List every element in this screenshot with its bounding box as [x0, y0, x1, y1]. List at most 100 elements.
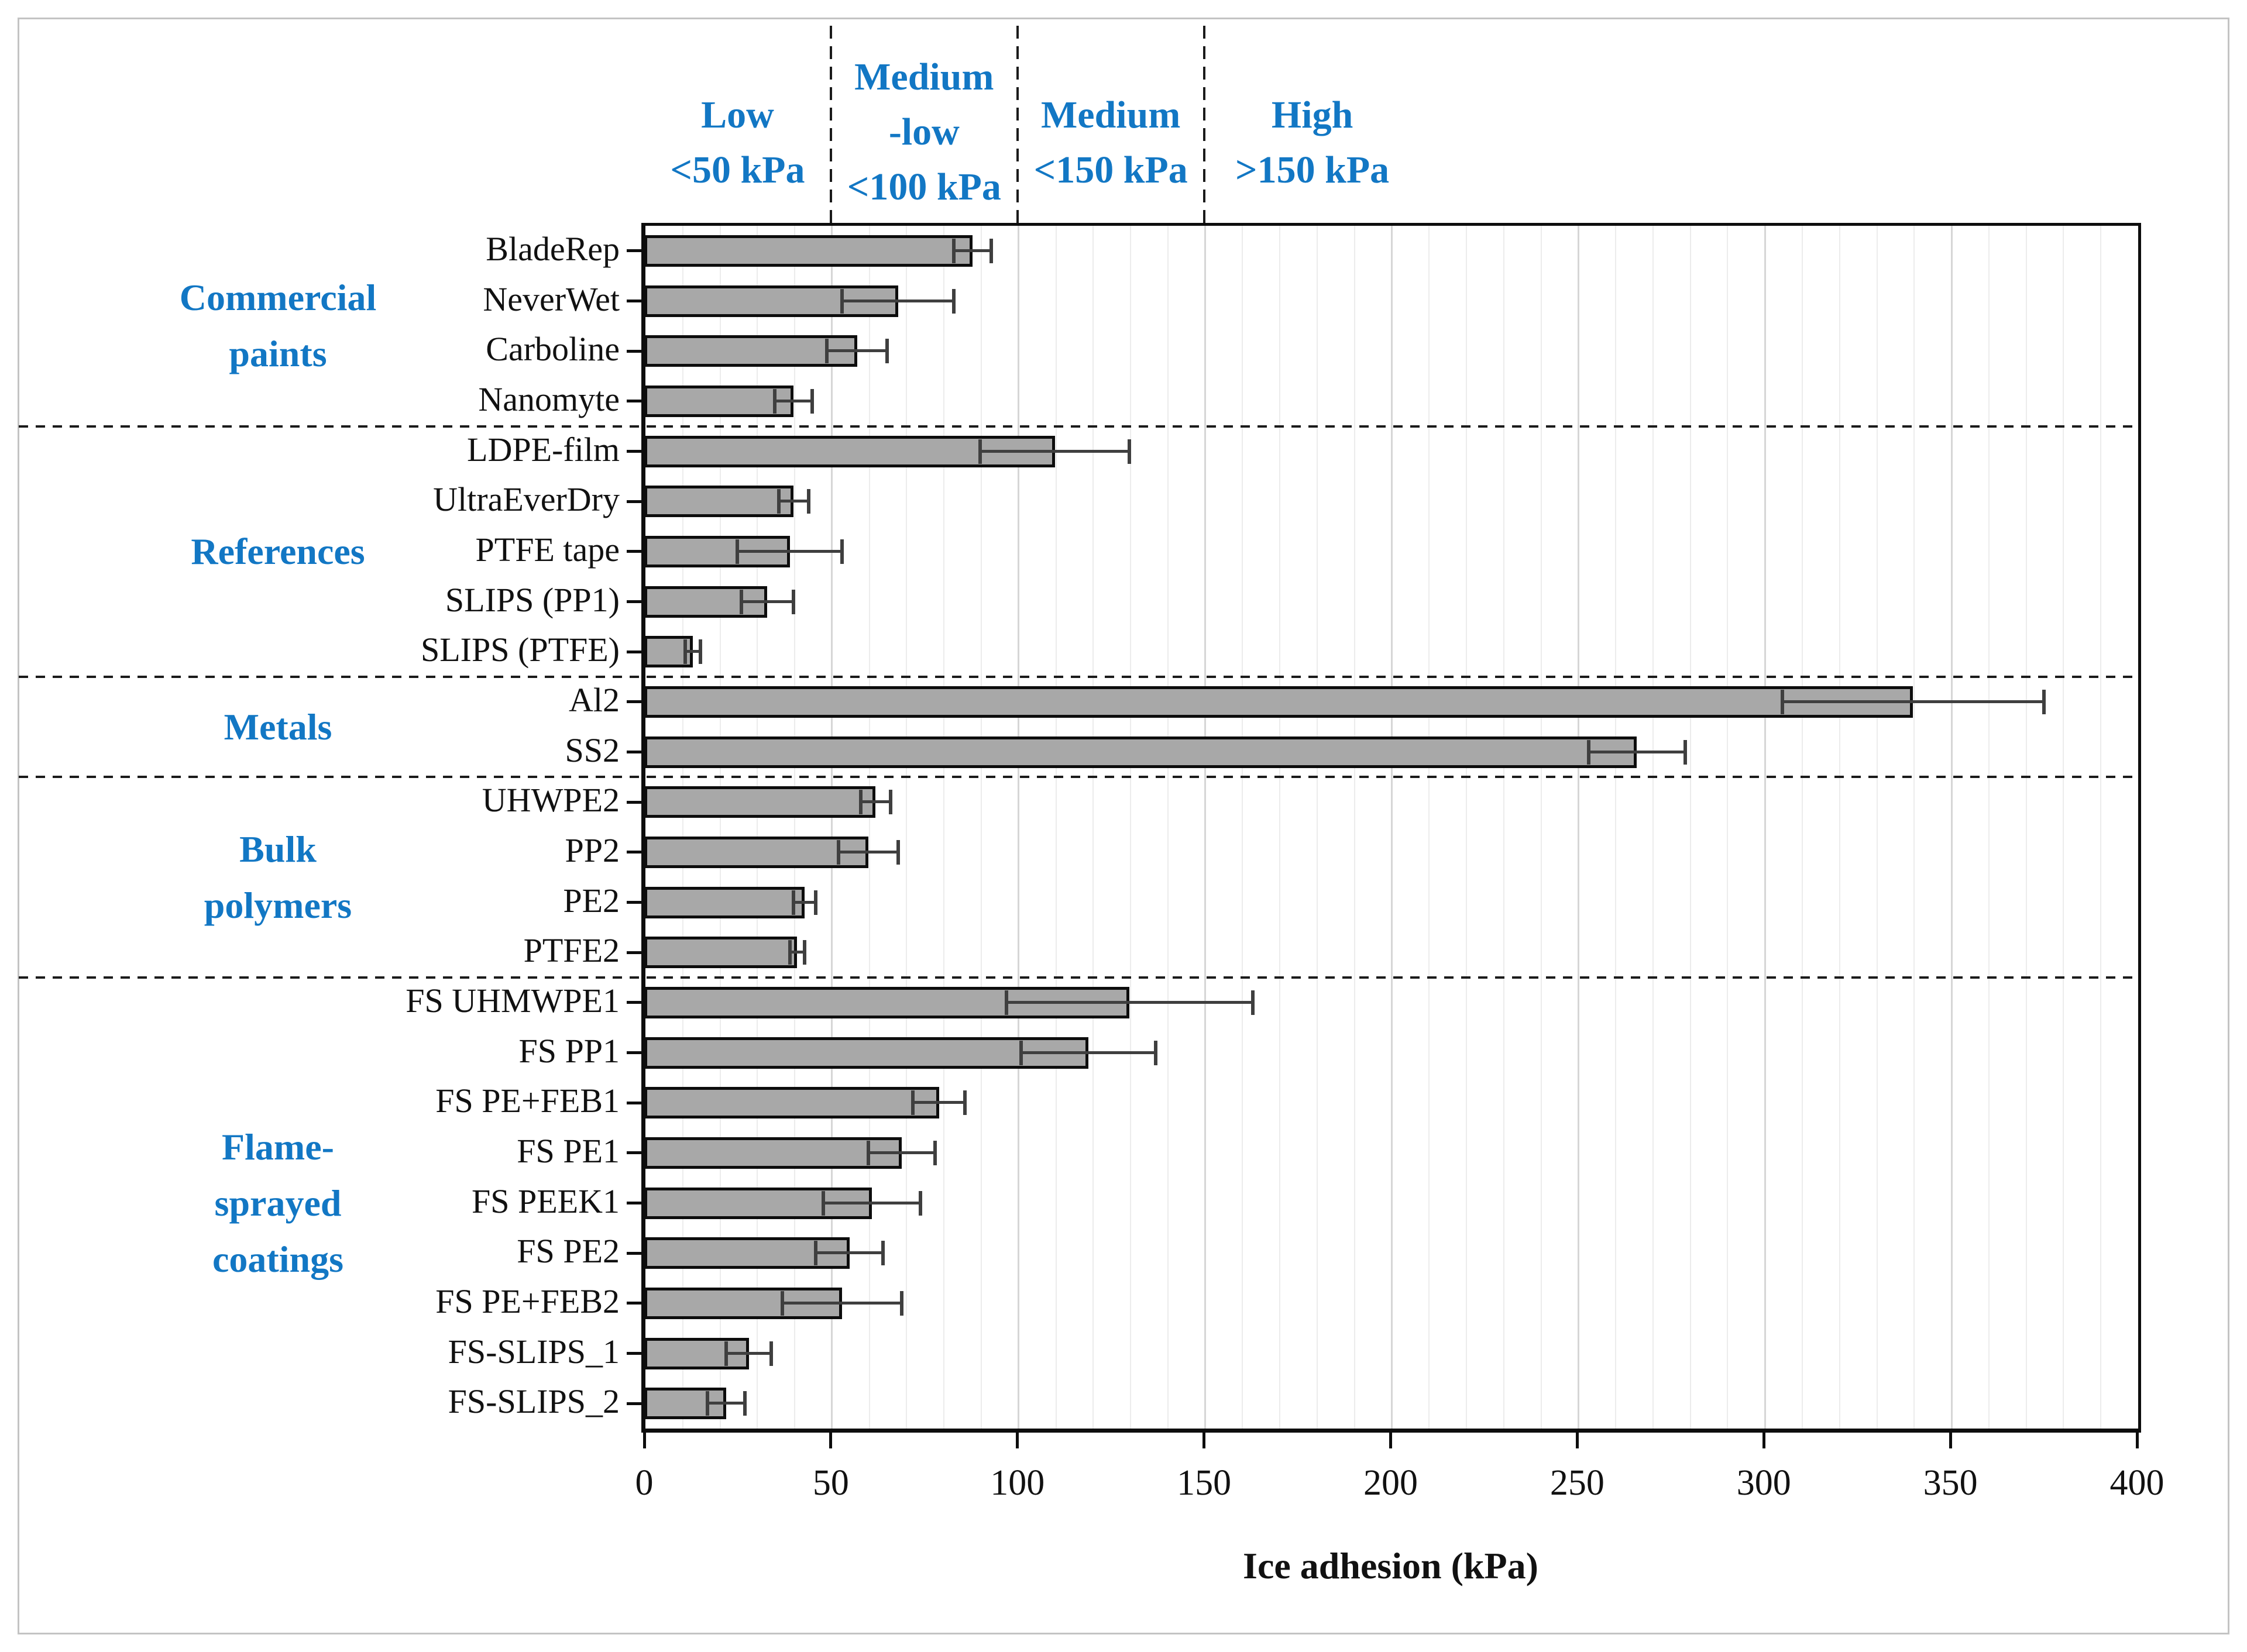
- gridline-minor-340: [1913, 226, 1915, 1429]
- error-cap-minus-pp2: [836, 839, 840, 865]
- x-axis-tick-200: [1389, 1429, 1392, 1448]
- x-axis-ticklabel-0: 0: [635, 1463, 654, 1503]
- category-label-flame-sprayed-coatings: Flame-sprayed coatings: [212, 1126, 343, 1280]
- error-cap-plus-al2: [2042, 689, 2046, 714]
- error-bar-bladerep: [954, 249, 992, 252]
- y-axis-tick-carboline: [627, 349, 642, 353]
- error-cap-plus-fs-pe1: [933, 1140, 937, 1165]
- gridline-minor-240: [1540, 226, 1542, 1429]
- gridline-minor-230: [1503, 226, 1504, 1429]
- y-axis-tick-ptfe-tape: [627, 550, 642, 553]
- gridline-minor-220: [1466, 226, 1468, 1429]
- y-axis-tick-fs-slips-1: [627, 1352, 642, 1355]
- error-cap-minus-carboline: [825, 339, 829, 364]
- error-cap-minus-nanomyte: [773, 388, 777, 414]
- gridline-minor-40: [794, 226, 796, 1429]
- bar-pe2: [644, 886, 805, 918]
- error-cap-minus-fs-peek1: [822, 1190, 826, 1216]
- error-bar-fs-slips-1: [726, 1351, 771, 1355]
- group-divider-after-references: [19, 676, 2137, 678]
- error-bar-ptfe2: [789, 951, 805, 954]
- y-axis-tick-ptfe2: [627, 951, 642, 954]
- x-axis-ticklabel-300: 300: [1736, 1463, 1791, 1503]
- error-bar-neverwet: [842, 299, 954, 302]
- x-axis-ticklabel-350: 350: [1923, 1463, 1978, 1503]
- bar-fs-pe-feb2: [644, 1287, 842, 1319]
- bar-pp2: [644, 836, 868, 868]
- x-axis-ticklabel-50: 50: [812, 1463, 849, 1503]
- y-axis-tick-fs-pe-feb1: [627, 1101, 642, 1104]
- x-axis-tick-0: [643, 1429, 646, 1448]
- plot-area: [641, 223, 2141, 1433]
- error-bar-fs-pe-feb2: [782, 1301, 902, 1305]
- y-axis-tick-ultraeverdry: [627, 500, 642, 503]
- error-cap-minus-fs-slips-2: [706, 1391, 710, 1416]
- error-cap-plus-ultraeverdry: [806, 489, 810, 514]
- x-axis-ticklabel-100: 100: [990, 1463, 1045, 1503]
- error-bar-ptfe-tape: [737, 549, 842, 553]
- gridline-minor-20: [719, 226, 721, 1429]
- row-label-pe2: PE2: [563, 881, 620, 920]
- gridline-minor-330: [1876, 226, 1878, 1429]
- error-cap-minus-ldpe-film: [978, 439, 982, 464]
- error-cap-minus-slips-pp1: [739, 589, 743, 614]
- gridline-major-100: [1018, 226, 1020, 1429]
- error-cap-minus-al2: [1781, 689, 1785, 714]
- y-axis-tick-neverwet: [627, 300, 642, 302]
- error-bar-fs-peek1: [823, 1201, 920, 1204]
- error-cap-plus-fs-slips-2: [743, 1391, 747, 1416]
- y-axis-tick-ldpe-film: [627, 450, 642, 453]
- error-cap-plus-fs-pe-feb2: [900, 1290, 904, 1316]
- error-bar-ultraeverdry: [778, 500, 809, 503]
- bar-fs-pe-feb1: [644, 1087, 939, 1119]
- row-label-fs-pe2: FS PE2: [517, 1232, 620, 1271]
- row-label-fs-pe-feb2: FS PE+FEB2: [435, 1282, 620, 1320]
- error-cap-plus-slips-pp1: [792, 589, 796, 614]
- error-cap-plus-ptfe2: [803, 940, 807, 965]
- error-cap-plus-ss2: [1683, 739, 1688, 765]
- row-label-ldpe-film: LDPE-film: [467, 430, 620, 469]
- error-cap-plus-pp2: [896, 839, 900, 865]
- gridline-major-200: [1391, 226, 1393, 1429]
- gridline-major-350: [1950, 226, 1953, 1429]
- row-label-fs-pe1: FS PE1: [517, 1131, 620, 1170]
- bar-nanomyte: [644, 385, 794, 417]
- bar-al2: [644, 686, 1913, 718]
- bar-fs-pe1: [644, 1137, 902, 1169]
- x-axis-tick-50: [829, 1429, 833, 1448]
- error-cap-plus-neverwet: [952, 288, 956, 314]
- error-bar-fs-slips-2: [707, 1402, 745, 1405]
- y-axis-tick-nanomyte: [627, 400, 642, 403]
- error-cap-minus-slips-ptfe: [683, 639, 688, 665]
- row-label-al2: Al2: [569, 680, 620, 719]
- row-label-fs-pe-feb1: FS PE+FEB1: [435, 1082, 620, 1120]
- y-axis-tick-fs-pe-feb2: [627, 1302, 642, 1305]
- y-axis-tick-bladerep: [627, 249, 642, 253]
- row-label-slips-ptfe: SLIPS (PTFE): [420, 631, 620, 669]
- row-label-fs-peek1: FS PEEK1: [471, 1182, 620, 1220]
- gridline-major-150: [1204, 226, 1207, 1429]
- error-bar-ldpe-film: [980, 449, 1130, 453]
- bar-carboline: [644, 335, 857, 367]
- y-axis-tick-fs-uhmwpe1: [627, 1001, 642, 1004]
- gridline-minor-120: [1092, 226, 1094, 1429]
- y-axis-tick-slips-ptfe: [627, 650, 642, 653]
- bar-ss2: [644, 736, 1637, 768]
- error-cap-plus-fs-pp1: [1153, 1040, 1157, 1065]
- y-axis-tick-fs-pe1: [627, 1151, 642, 1155]
- error-cap-minus-fs-slips-1: [724, 1341, 729, 1366]
- y-axis-tick-pp2: [627, 851, 642, 854]
- y-axis-tick-al2: [627, 700, 642, 704]
- gridline-minor-90: [980, 226, 982, 1429]
- category-label-references: References: [191, 530, 365, 572]
- gridline-minor-70: [906, 226, 908, 1429]
- error-bar-slips-pp1: [741, 600, 794, 603]
- y-axis-tick-fs-peek1: [627, 1202, 642, 1204]
- x-axis-ticklabel-150: 150: [1177, 1463, 1232, 1503]
- gridline-minor-260: [1615, 226, 1617, 1429]
- x-axis-tick-350: [1949, 1429, 1952, 1448]
- error-cap-minus-fs-pe2: [814, 1241, 818, 1266]
- error-bar-pp2: [838, 850, 898, 853]
- row-label-slips-pp1: SLIPS (PP1): [445, 580, 620, 619]
- gridline-major-50: [831, 226, 833, 1429]
